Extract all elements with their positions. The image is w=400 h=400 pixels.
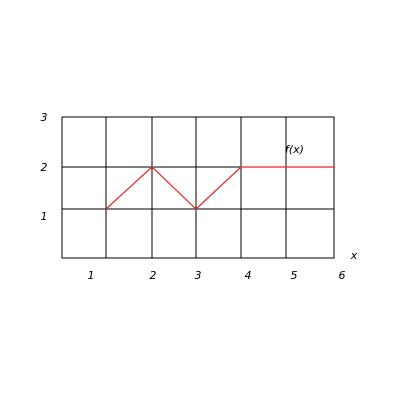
y-tick-label: 1 [41,210,48,223]
x-tick-label: 1 [88,269,95,282]
x-tick-label: 6 [339,269,346,282]
x-tick-label: 5 [291,269,298,282]
x-tick-label: 2 [150,269,157,282]
series-line [105,166,334,210]
grid [61,116,335,259]
y-tick-label: 3 [41,111,48,124]
y-tick-label: 2 [41,161,48,174]
series-layer: f(x) [105,143,334,210]
x-axis-label: x [350,249,358,262]
series-label: f(x) [285,143,304,156]
x-tick-label: 3 [195,269,202,282]
plot-frame [61,116,335,259]
labels-layer: 1 2 3 4 5 6 1 2 3 x [41,111,358,282]
x-tick-label: 4 [245,269,252,282]
